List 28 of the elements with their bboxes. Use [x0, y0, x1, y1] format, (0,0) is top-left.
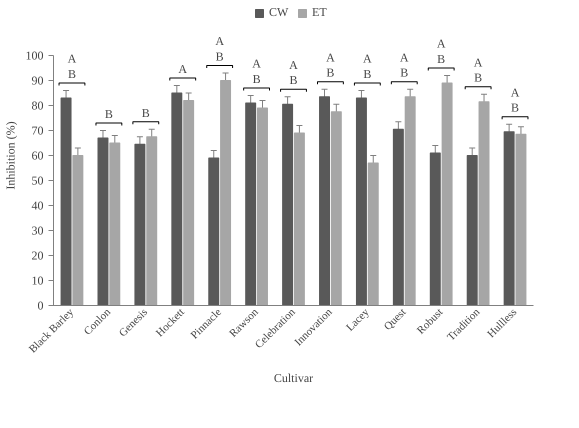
y-tick-label: 30	[32, 224, 44, 238]
annotation: B	[142, 106, 150, 120]
annotation: A B	[436, 36, 446, 66]
annotation: A B	[68, 52, 77, 81]
y-tick-label: 20	[32, 248, 44, 262]
annotation: A B	[289, 58, 298, 88]
annotation: A B	[252, 56, 262, 86]
annotation: A	[178, 62, 188, 76]
y-tick-label: 90	[32, 74, 44, 88]
annotation: A B	[363, 52, 372, 81]
y-tick-label: 70	[32, 124, 44, 138]
x-axis-title: Cultivar	[274, 370, 314, 385]
legend-label: CW	[269, 5, 289, 20]
annotation: A B	[510, 85, 520, 115]
annotation: A B	[326, 50, 336, 80]
annotation: A B	[474, 55, 483, 85]
y-tick-label: 100	[26, 48, 44, 62]
y-tick-label: 40	[32, 198, 44, 212]
annotation: A B	[400, 50, 409, 80]
y-tick-label: 0	[38, 298, 44, 312]
annotation: A B	[215, 34, 224, 64]
y-axis-title: Inhibition (%)	[4, 121, 18, 190]
y-tick-label: 60	[32, 148, 44, 162]
y-tick-label: 80	[32, 98, 44, 112]
y-tick-label: 10	[32, 274, 44, 288]
y-tick-label: 50	[32, 174, 44, 188]
annotation: B	[104, 107, 113, 121]
legend-label: ET	[312, 5, 328, 20]
